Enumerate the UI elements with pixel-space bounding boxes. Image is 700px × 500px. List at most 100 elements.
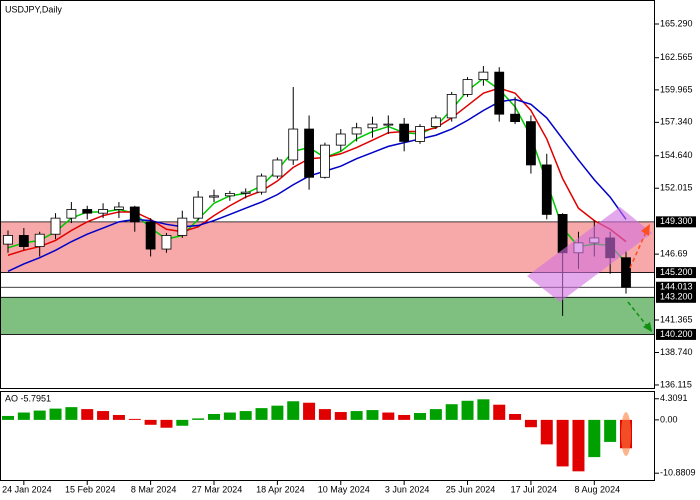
level-label-box xyxy=(656,291,696,303)
candle-body xyxy=(272,159,283,177)
candle-body xyxy=(367,123,378,129)
candle-body xyxy=(224,192,235,197)
ao-bar xyxy=(287,401,300,420)
ao-bar xyxy=(572,419,585,472)
ao-bar xyxy=(493,404,506,420)
candle-body xyxy=(494,71,505,115)
up-arrowhead xyxy=(641,224,650,236)
candle-body xyxy=(526,121,536,166)
ao-bar xyxy=(65,407,78,420)
ao-bar xyxy=(414,413,426,420)
x-tick-label: 8 Aug 2024 xyxy=(575,484,621,494)
ao-bar xyxy=(477,399,490,420)
candle-body xyxy=(256,175,267,193)
ao-bar xyxy=(223,412,236,420)
x-tick-label: 8 Mar 2024 xyxy=(131,484,177,494)
candle-body xyxy=(50,217,61,235)
ao-y-tick-label: -10.8809 xyxy=(660,468,696,478)
x-tick-label: 24 Jan 2024 xyxy=(2,484,52,494)
y-tick-label: 157.340 xyxy=(660,117,693,127)
ao-bar xyxy=(382,412,395,420)
ao-bar xyxy=(588,419,601,458)
y-tick-label: 141.365 xyxy=(660,314,693,324)
candle-body xyxy=(621,257,631,288)
ao-bar xyxy=(540,419,553,445)
ao-bar xyxy=(49,408,62,420)
y-tick-label: 138.740 xyxy=(660,347,693,357)
candle-body xyxy=(288,128,299,161)
ao-bar xyxy=(192,418,205,420)
chart-title: USDJPY,Daily xyxy=(5,4,62,14)
ao-bar xyxy=(128,418,141,420)
y-tick-label: 165.290 xyxy=(660,18,693,28)
ao-bar xyxy=(81,409,94,420)
candle-body xyxy=(209,195,219,198)
x-tick-label: 15 Feb 2024 xyxy=(65,484,116,494)
ao-frame xyxy=(0,391,655,481)
price-frame xyxy=(0,0,655,389)
down-arrow xyxy=(627,301,648,327)
x-tick-label: 25 Jun 2024 xyxy=(446,484,496,494)
y-tick-label: 159.965 xyxy=(660,84,693,94)
candle-body xyxy=(66,209,77,219)
x-tick-label: 18 Apr 2024 xyxy=(256,484,305,494)
level-label-box xyxy=(656,216,696,228)
ao-bar xyxy=(556,419,569,467)
candle-body xyxy=(82,209,93,214)
moving-average xyxy=(7,77,627,264)
candle-body xyxy=(129,206,140,223)
y-tick-label: 162.565 xyxy=(660,52,693,62)
ao-bar xyxy=(255,408,268,420)
ao-bar xyxy=(524,419,537,428)
ao-bar xyxy=(2,415,14,420)
ao-bar xyxy=(303,402,316,420)
channel-highlight xyxy=(527,207,652,302)
ao-bar xyxy=(176,419,189,426)
x-tick-label: 27 Mar 2024 xyxy=(192,484,243,494)
level-label: 143.200 xyxy=(660,292,693,302)
level-label-box xyxy=(656,267,696,279)
candle-body xyxy=(510,113,520,123)
level-label: 140.200 xyxy=(660,329,693,339)
y-tick-label: 146.69 xyxy=(660,249,688,259)
ao-bar xyxy=(208,414,220,420)
ao-bar xyxy=(461,400,474,420)
level-label: 145.200 xyxy=(660,267,693,277)
candle-body xyxy=(430,117,441,127)
candle-body xyxy=(161,235,172,250)
y-tick-label: 154.640 xyxy=(660,150,693,160)
ao-bar xyxy=(366,410,379,420)
ao-bar xyxy=(112,414,125,420)
ao-y-tick-label: 0.00 xyxy=(660,414,678,424)
x-tick-label: 17 Jul 2024 xyxy=(511,484,558,494)
candle-body xyxy=(462,79,473,95)
x-tick-label: 10 May 2024 xyxy=(318,484,370,494)
ao-bar xyxy=(318,409,331,420)
candle-body xyxy=(34,233,45,247)
ao-bar xyxy=(160,419,173,428)
y-tick-label: 136.115 xyxy=(660,379,692,389)
ao-bar xyxy=(33,410,46,420)
candle-body xyxy=(145,221,156,250)
ao-bar xyxy=(509,414,522,420)
candle-body xyxy=(3,235,13,245)
level-label-box xyxy=(656,281,696,293)
moving-average xyxy=(7,98,627,273)
candle-body xyxy=(177,217,188,236)
candle-body xyxy=(18,235,29,247)
level-label-box xyxy=(656,328,696,340)
candle-body xyxy=(98,209,108,214)
y-tick-label: 152.015 xyxy=(660,183,693,193)
ao-y-tick-label: 4.3091 xyxy=(660,393,688,403)
candle-body xyxy=(304,128,314,178)
ao-bar xyxy=(398,414,411,420)
ao-label: AO -5.7951 xyxy=(5,393,51,403)
candle-body xyxy=(114,206,124,210)
level-label: 149.300 xyxy=(660,216,693,226)
ao-bar xyxy=(429,409,442,420)
ao-bar xyxy=(350,411,363,420)
down-arrowhead xyxy=(643,322,652,332)
candle-body xyxy=(478,71,489,80)
candle-body xyxy=(557,214,568,254)
candle-body xyxy=(399,123,410,142)
